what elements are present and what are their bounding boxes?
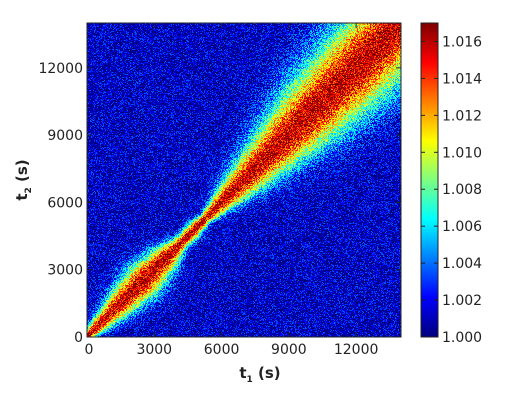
colorbar-tick-label: 1.004 — [442, 256, 482, 272]
x-axis-label: t1 (s) — [239, 364, 280, 385]
y-tick-label: 9000 — [47, 128, 83, 144]
colorbar-border — [420, 22, 439, 338]
x-axis: 0 3000 6000 9000 12000 — [85, 23, 379, 358]
heatmap-image — [87, 23, 401, 337]
x-axis-label-unit: (s) — [258, 364, 281, 382]
plot-border — [86, 22, 402, 338]
x-axis-label-main: t — [239, 364, 246, 382]
y-tick-label: 6000 — [47, 195, 83, 211]
y-axis: 0 3000 6000 9000 12000 — [38, 61, 401, 346]
colorbar-tick-label: 1.002 — [442, 293, 482, 309]
x-tick-label: 0 — [85, 342, 94, 358]
y-axis-label-sub: 2 — [24, 187, 34, 193]
y-tick-label: 12000 — [38, 61, 83, 77]
y-axis-label: t2 (s) — [13, 159, 34, 200]
y-tick-label: 3000 — [47, 263, 83, 279]
y-axis-label-main: t — [13, 193, 31, 200]
x-tick-label: 3000 — [136, 342, 172, 358]
colorbar-tick-label: 1.008 — [442, 182, 482, 198]
colorbar-tick-label: 1.006 — [442, 219, 482, 235]
colorbar-axis: 1.000 1.002 1.004 1.006 1.008 1.010 1.012 1.014… — [421, 34, 482, 346]
colorbar-gradient — [421, 23, 438, 337]
x-axis-label-sub: 1 — [247, 375, 253, 385]
colorbar-tick-label: 1.012 — [442, 108, 482, 124]
x-tick-label: 12000 — [334, 342, 379, 358]
plot-frame — [86, 22, 439, 338]
y-axis-label-unit: (s) — [13, 159, 31, 182]
y-tick-label: 0 — [74, 330, 83, 346]
x-tick-label: 6000 — [204, 342, 240, 358]
x-tick-label: 9000 — [271, 342, 307, 358]
colorbar-tick-label: 1.014 — [442, 71, 482, 87]
colorbar-tick-label: 1.016 — [442, 34, 482, 50]
colorbar-tick-label: 1.010 — [442, 145, 482, 161]
colorbar-tick-label: 1.000 — [442, 330, 482, 346]
